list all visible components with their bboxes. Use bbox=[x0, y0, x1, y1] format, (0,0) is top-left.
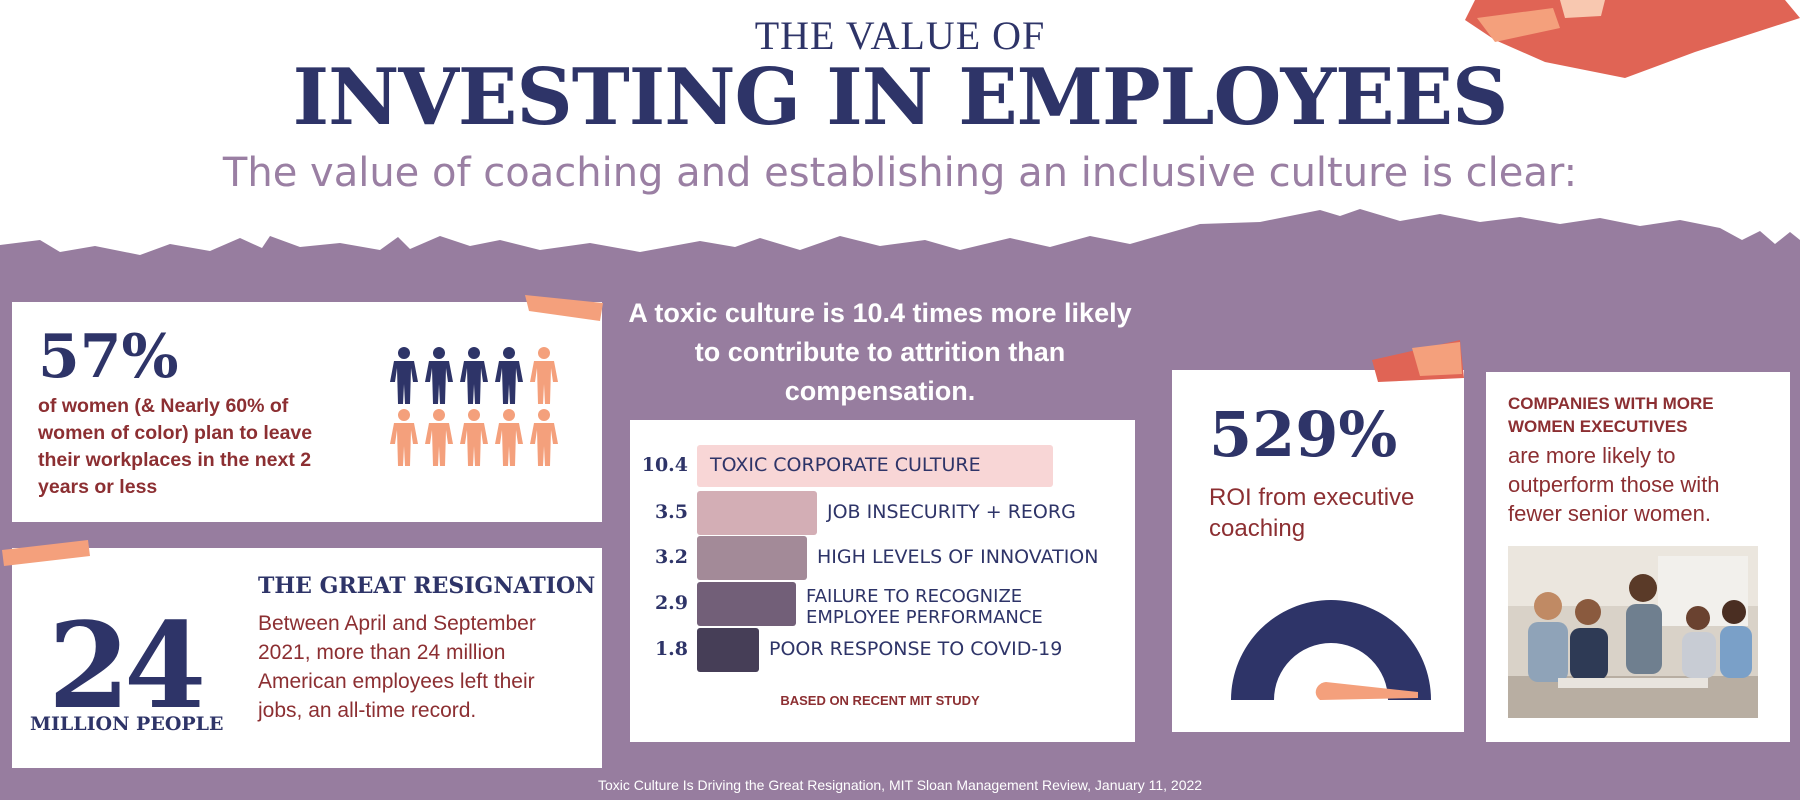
person-icon bbox=[495, 409, 523, 466]
chart-category-label: JOB INSECURITY + REORG bbox=[827, 501, 1076, 523]
chart-category-label: POOR RESPONSE TO COVID-19 bbox=[769, 638, 1063, 660]
women-leaving-text: of women (& Nearly 60% of women of color… bbox=[38, 395, 313, 498]
great-resignation-text: Between April and September 2021, more t… bbox=[258, 612, 536, 722]
person-icon bbox=[390, 409, 418, 466]
great-resignation-card bbox=[12, 548, 602, 768]
chart-value-label: 10.4 bbox=[641, 454, 688, 476]
great-resignation-unit: MILLION PEOPLE bbox=[30, 713, 224, 735]
person-icon bbox=[425, 409, 453, 466]
person-icon bbox=[425, 347, 453, 404]
person-icon bbox=[390, 347, 418, 404]
chart-value-label: 3.2 bbox=[654, 546, 688, 568]
decorative-torn-paper-accent bbox=[1465, 0, 1800, 78]
header-kicker: THE VALUE OF bbox=[754, 13, 1046, 58]
chart-bar bbox=[697, 536, 807, 580]
chart-value-label: 2.9 bbox=[654, 592, 688, 614]
chart-value-label: 3.5 bbox=[654, 501, 688, 523]
person-icon bbox=[530, 409, 558, 466]
chart-bar bbox=[697, 582, 796, 626]
chart-value-label: 1.8 bbox=[654, 638, 688, 660]
women-leaving-stat: 57% bbox=[38, 322, 179, 392]
people-icon-grid bbox=[388, 346, 568, 471]
chart-bar bbox=[697, 491, 817, 535]
tape-accent bbox=[1372, 340, 1464, 382]
person-icon bbox=[460, 347, 488, 404]
footer-source: Toxic Culture Is Driving the Great Resig… bbox=[597, 777, 1203, 793]
tape-accent bbox=[525, 295, 603, 321]
chart-bar bbox=[697, 628, 759, 672]
team-meeting-photo bbox=[1508, 546, 1758, 718]
women-executives-bold-text: COMPANIES WITH MORE WOMEN EXECUTIVES bbox=[1508, 394, 1714, 436]
chart-source-note: BASED ON RECENT MIT STUDY bbox=[780, 693, 980, 708]
chart-category-label: TOXIC CORPORATE CULTURE bbox=[710, 454, 981, 476]
great-resignation-number: 24 bbox=[48, 596, 206, 735]
person-icon bbox=[530, 347, 558, 404]
women-leaving-card bbox=[12, 302, 602, 522]
person-icon bbox=[495, 347, 523, 404]
coaching-roi-stat: 529% bbox=[1209, 398, 1398, 471]
header-subtitle: The value of coaching and establishing a… bbox=[222, 150, 1578, 196]
coaching-roi-text: ROI from executive coaching bbox=[1209, 484, 1415, 542]
women-executives-text: are more likely to outperform those with… bbox=[1508, 443, 1720, 526]
toxic-culture-headline: A toxic culture is 10.4 times more likel… bbox=[628, 298, 1132, 406]
chart-category-label: HIGH LEVELS OF INNOVATION bbox=[817, 546, 1099, 568]
chart-bar bbox=[697, 445, 1053, 487]
tape-accent bbox=[2, 540, 90, 566]
gauge-icon bbox=[1231, 600, 1431, 700]
great-resignation-title: THE GREAT RESIGNATION bbox=[258, 573, 596, 599]
chart-category-label: FAILURE TO RECOGNIZE EMPLOYEE PERFORMANC… bbox=[806, 586, 1043, 628]
header-title: INVESTING IN EMPLOYEES bbox=[292, 52, 1509, 143]
person-icon bbox=[460, 409, 488, 466]
